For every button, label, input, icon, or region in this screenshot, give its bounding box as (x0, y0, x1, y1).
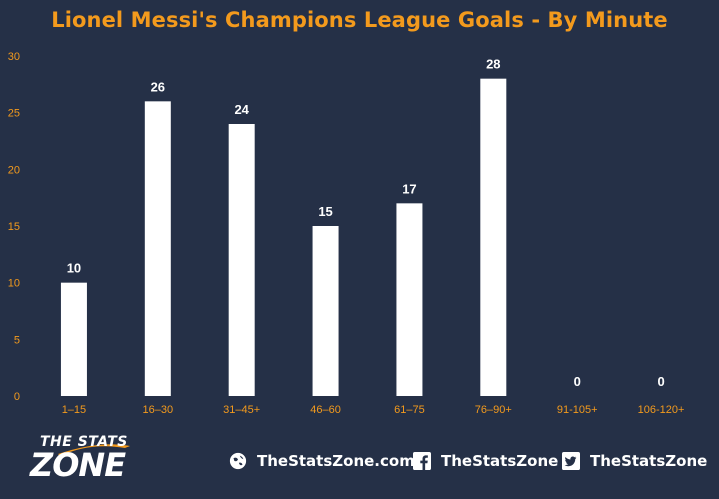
x-tick-label: 106-120+ (638, 404, 685, 416)
data-label: 24 (234, 102, 249, 117)
bar (228, 124, 255, 396)
globe-icon (229, 452, 247, 470)
data-label: 28 (486, 57, 500, 72)
twitter-label: TheStatsZone (590, 452, 708, 470)
twitter-icon (562, 452, 580, 470)
facebook-link[interactable]: TheStatsZone (413, 450, 558, 472)
y-tick-label: 20 (8, 164, 20, 176)
y-tick-label: 5 (14, 334, 20, 346)
x-tick-label: 31–45+ (223, 404, 260, 416)
facebook-label: TheStatsZone (441, 452, 559, 470)
chart-title: Lionel Messi's Champions League Goals - … (51, 8, 668, 32)
logo-line2: ZONE (30, 446, 126, 484)
y-tick-label: 10 (8, 278, 20, 290)
data-label: 26 (151, 79, 165, 94)
data-label: 10 (67, 261, 81, 276)
logo-line1: THE STATS (40, 434, 128, 450)
bar (396, 203, 423, 396)
data-label: 17 (402, 181, 416, 196)
y-tick-label: 15 (8, 221, 20, 233)
y-tick-label: 25 (8, 108, 20, 120)
bar (144, 101, 171, 396)
footer: THE STATS ZONE TheStatsZone.com TheStats… (0, 426, 719, 499)
bar (312, 226, 339, 396)
the-stats-zone-logo: THE STATS ZONE (30, 432, 160, 492)
x-tick-label: 1–15 (62, 404, 86, 416)
bar (60, 282, 87, 396)
data-label: 15 (318, 204, 332, 219)
x-tick-label: 61–75 (394, 404, 425, 416)
bar (480, 78, 507, 397)
website-link[interactable]: TheStatsZone.com (229, 450, 415, 472)
data-label: 0 (574, 374, 581, 389)
twitter-link[interactable]: TheStatsZone (562, 450, 707, 472)
website-label: TheStatsZone.com (257, 452, 415, 470)
x-tick-label: 91-105+ (557, 404, 598, 416)
y-tick-label: 30 (8, 51, 20, 63)
x-tick-label: 46–60 (310, 404, 341, 416)
x-tick-label: 16–30 (143, 404, 174, 416)
x-tick-label: 76–90+ (475, 404, 512, 416)
logo-swoosh-icon (58, 444, 130, 456)
facebook-icon (413, 452, 431, 470)
y-tick-label: 0 (14, 391, 20, 403)
bar-chart: 0 5 10 15 20 25 30 10 1–15 26 16–30 24 31–45+ 15 46–60… (8, 51, 685, 416)
data-label: 0 (657, 374, 664, 389)
